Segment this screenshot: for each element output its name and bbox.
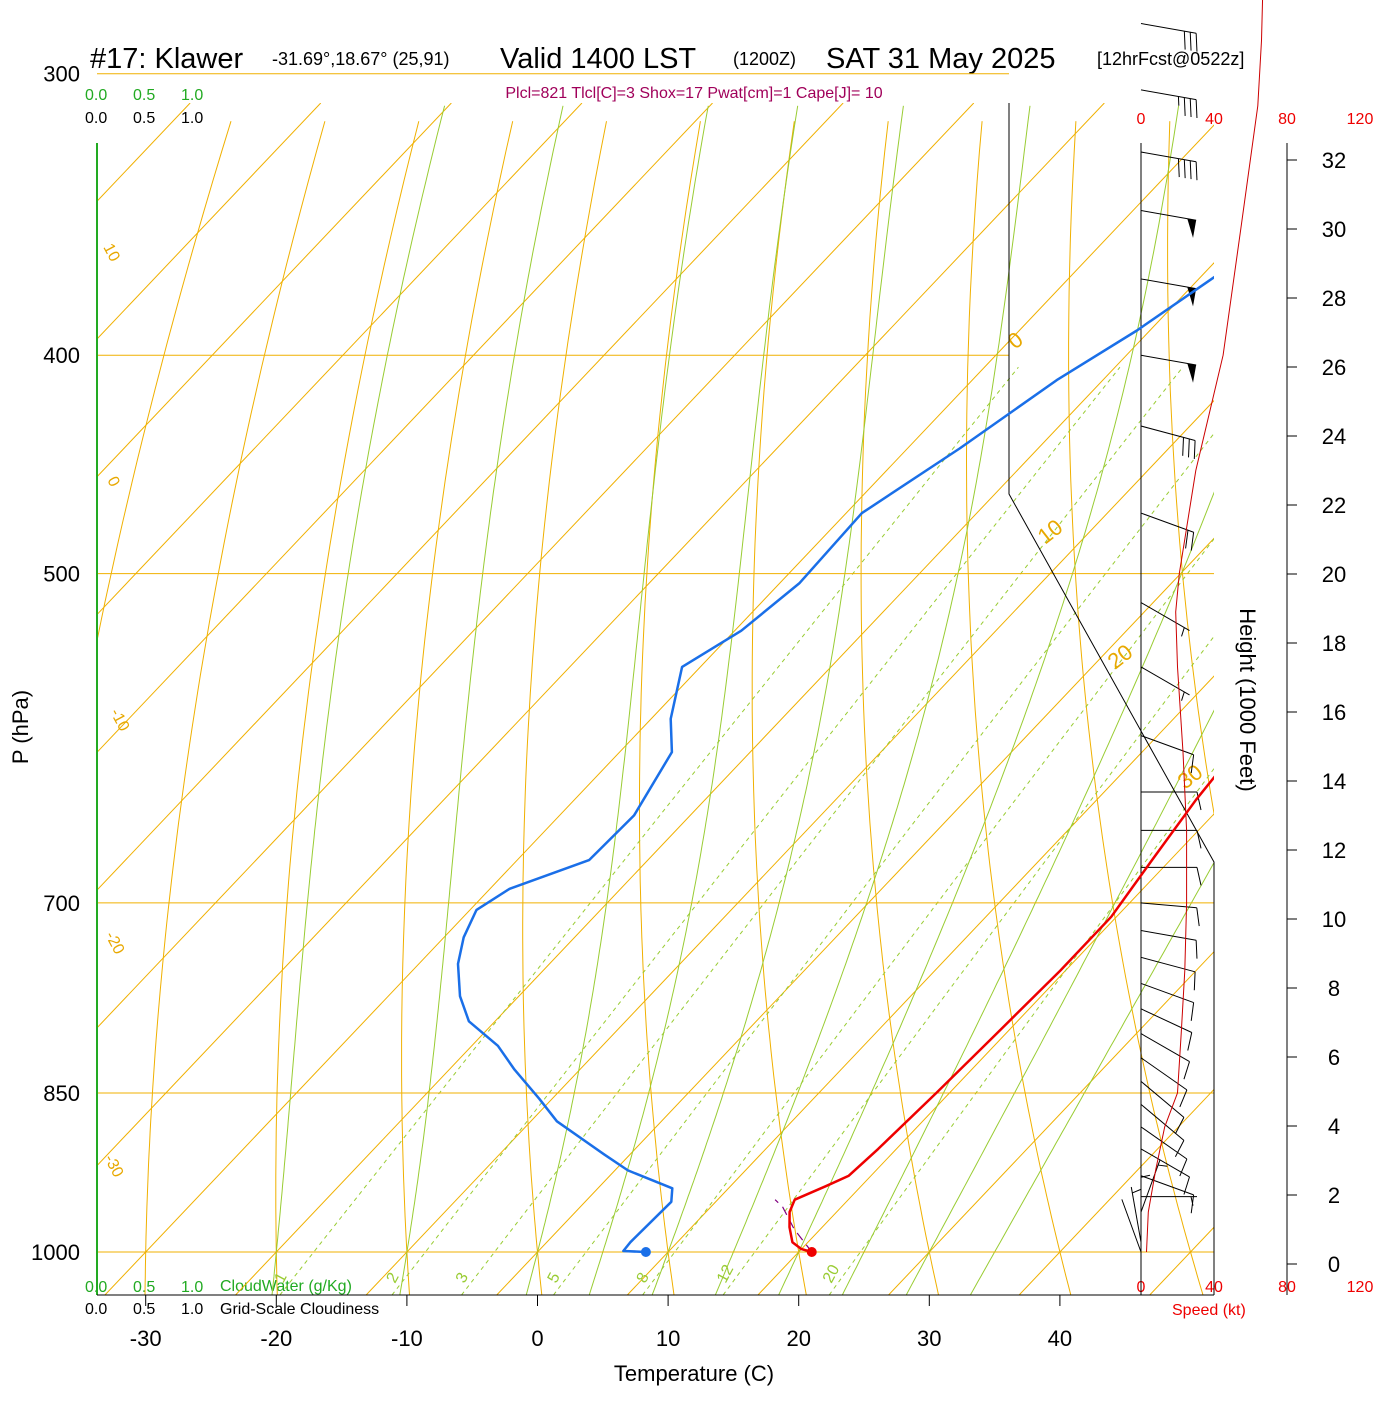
gs-bottom-2: 1.0 xyxy=(181,1301,203,1318)
x-tick-label: -20 xyxy=(260,1326,292,1351)
pressure-tick-label: 500 xyxy=(43,562,80,587)
cw-top-0: 0.0 xyxy=(85,87,107,104)
x-tick-label: 40 xyxy=(1048,1326,1072,1351)
valid-date: SAT 31 May 2025 xyxy=(826,43,1055,75)
gs-bottom-1: 0.5 xyxy=(133,1301,155,1318)
x-tick-label: -30 xyxy=(130,1326,162,1351)
pressure-tick-label: 400 xyxy=(43,343,80,368)
height-tick-label: 0 xyxy=(1328,1252,1340,1277)
surface-dewpoint-dot xyxy=(641,1247,651,1257)
height-tick-label: 18 xyxy=(1322,631,1346,656)
x-tick-label: 30 xyxy=(917,1326,941,1351)
speed-tick-label-top: 80 xyxy=(1278,111,1296,128)
cw-top-2: 1.0 xyxy=(181,87,203,104)
stability-indices: Plcl=821 Tlcl[C]=3 Shox=17 Pwat[cm]=1 Ca… xyxy=(505,85,882,102)
speed-tick-label-top: 40 xyxy=(1205,111,1223,128)
pressure-tick-label: 700 xyxy=(43,891,80,916)
y-axis-title: P (hPa) xyxy=(8,690,33,764)
height-tick-label: 8 xyxy=(1328,976,1340,1001)
height-tick-label: 22 xyxy=(1322,493,1346,518)
pressure-tick-label: 300 xyxy=(43,62,80,87)
x-tick-label: 20 xyxy=(786,1326,810,1351)
height-axis-title: Height (1000 Feet) xyxy=(1235,608,1260,791)
height-tick-label: 30 xyxy=(1322,217,1346,242)
cw-bottom-1: 0.5 xyxy=(133,1279,155,1296)
height-tick-label: 4 xyxy=(1328,1114,1340,1139)
forecast-label: [12hrFcst@0522z] xyxy=(1097,49,1244,69)
speed-tick-label-bottom: 40 xyxy=(1205,1279,1223,1296)
height-tick-label: 32 xyxy=(1322,148,1346,173)
gs-top-2: 1.0 xyxy=(181,110,203,127)
speed-tick-label-bottom: 120 xyxy=(1347,1279,1374,1296)
station-coords: -31.69°,18.67° (25,91) xyxy=(272,49,450,69)
height-tick-label: 10 xyxy=(1322,907,1346,932)
x-tick-label: -10 xyxy=(391,1326,423,1351)
cw-top-1: 0.5 xyxy=(133,87,155,104)
surface-temperature-dot xyxy=(807,1247,817,1257)
pressure-tick-label: 1000 xyxy=(31,1240,80,1265)
cloudiness-label: Grid-Scale Cloudiness xyxy=(220,1301,379,1318)
speed-tick-label-bottom: 80 xyxy=(1278,1279,1296,1296)
x-tick-label: 10 xyxy=(656,1326,680,1351)
height-tick-label: 28 xyxy=(1322,286,1346,311)
speed-tick-label-top: 0 xyxy=(1137,111,1146,128)
pressure-tick-label: 850 xyxy=(43,1081,80,1106)
valid-time: Valid 1400 LST xyxy=(500,43,696,75)
speed-tick-label-top: 120 xyxy=(1347,111,1374,128)
gs-bottom-0: 0.0 xyxy=(85,1301,107,1318)
height-tick-label: 12 xyxy=(1322,838,1346,863)
height-tick-label: 2 xyxy=(1328,1183,1340,1208)
height-tick-label: 14 xyxy=(1322,769,1346,794)
height-tick-label: 20 xyxy=(1322,562,1346,587)
height-tick-label: 26 xyxy=(1322,355,1346,380)
x-tick-label: 0 xyxy=(531,1326,543,1351)
height-tick-label: 24 xyxy=(1322,424,1346,449)
valid-utc: (1200Z) xyxy=(733,49,796,69)
height-tick-label: 16 xyxy=(1322,700,1346,725)
x-axis-title: Temperature (C) xyxy=(614,1361,774,1386)
height-tick-label: 6 xyxy=(1328,1045,1340,1070)
cw-bottom-2: 1.0 xyxy=(181,1279,203,1296)
station-title: #17: Klawer xyxy=(90,43,243,75)
gs-top-1: 0.5 xyxy=(133,110,155,127)
speed-axis-title: Speed (kt) xyxy=(1172,1302,1246,1319)
gs-top-0: 0.0 xyxy=(85,110,107,127)
